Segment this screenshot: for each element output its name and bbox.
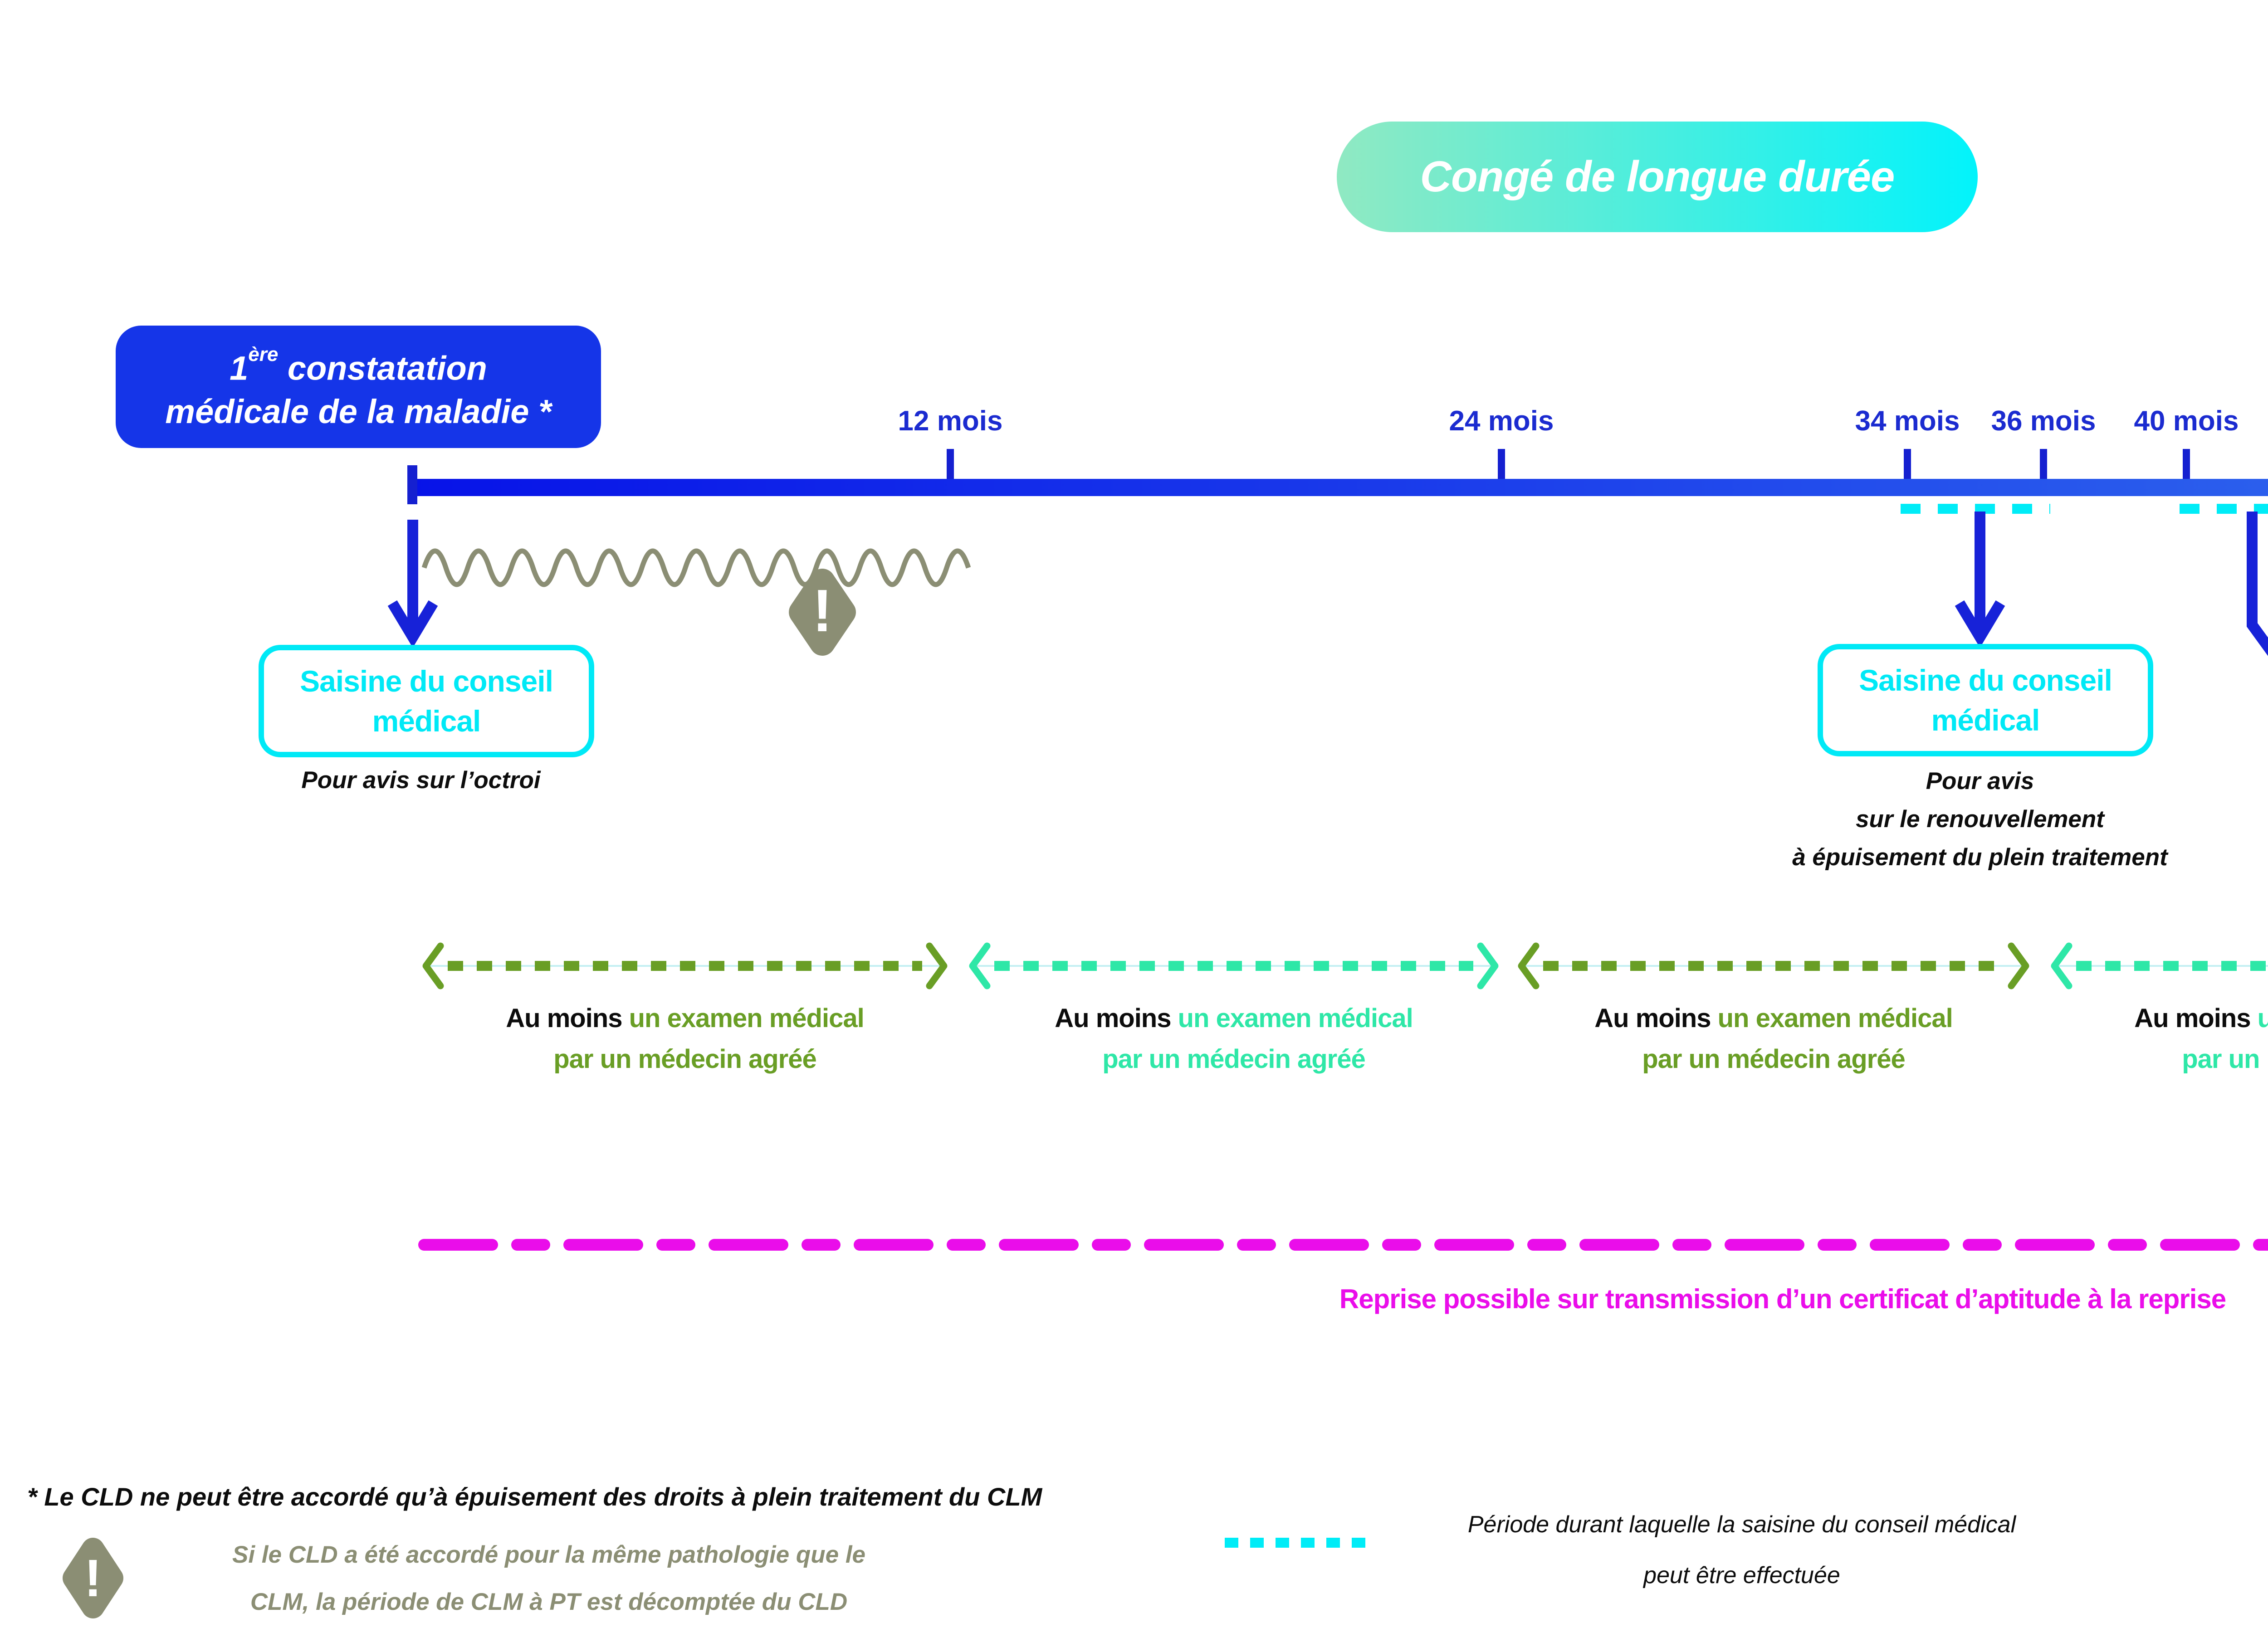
exam-text-2-line1: Au moins un examen médical	[1055, 1004, 1413, 1033]
subtitle-octroi: Pour avis sur l’octroi	[301, 767, 541, 794]
title-banner: Congé de longue durée	[1337, 122, 1978, 232]
first-constatation-box: 1ère constatation médicale de la maladie…	[116, 326, 601, 448]
subtitle-renouv-pt-1: Pour avis	[1926, 768, 2034, 794]
month-label-12: 12 mois	[898, 405, 1003, 437]
exam-arrow-4	[2051, 942, 2268, 989]
exam-text-1-line2: par un médecin agréé	[553, 1044, 817, 1074]
first-constatation-line1: 1ère constatation	[230, 343, 487, 387]
reprise-caption: Reprise possible sur transmission d’un c…	[1339, 1284, 2226, 1314]
exam-arrow-3	[1518, 942, 2029, 989]
subtitle-renouv-pt-2: sur le renouvellement	[1856, 806, 2104, 833]
subtitle-renouv-pt-3: à épuisement du plein traitement	[1792, 844, 2168, 871]
saisine-box-renouvellement-pt: Saisine du conseil médical	[1818, 644, 2153, 756]
warning-line1: Si le CLD a été accordé pour la même pat…	[232, 1541, 866, 1568]
exam-text-4-line2: par un médecin agréé	[2182, 1044, 2268, 1074]
exam-text-2-line2: par un médecin agréé	[1102, 1044, 1366, 1074]
exam-text-1-line1: Au moins un examen médical	[506, 1004, 864, 1033]
saisine-box-octroi: Saisine du conseil médical	[259, 645, 594, 757]
warning-badge-shape-top	[789, 569, 856, 656]
month-label-34: 34 mois	[1855, 405, 1960, 437]
exam-arrow-2	[969, 942, 1499, 989]
exam-arrow-1	[422, 942, 948, 989]
warning-line2: CLM, la période de CLM à PT est décompté…	[250, 1589, 848, 1615]
timeline-month-ticks	[947, 449, 2190, 479]
legend-line1: Période durant laquelle la saisine du co…	[1467, 1511, 2016, 1538]
arrow-renouvellement-36	[1955, 512, 2005, 648]
exclamation-icon: !	[84, 1549, 102, 1608]
page-title: Congé de longue durée	[1420, 152, 1895, 201]
month-label-36: 36 mois	[1991, 405, 2096, 437]
exam-text-4-line1: Au moins un examen médical	[2134, 1004, 2268, 1033]
month-label-40: 40 mois	[2134, 405, 2239, 437]
warning-badge-shape-bottom	[63, 1538, 123, 1618]
timeline-start-tick	[407, 465, 417, 504]
timeline-bar	[413, 479, 2268, 496]
exam-text-3-line2: par un médecin agréé	[1642, 1044, 1906, 1074]
first-constatation-line2: médicale de la maladie *	[165, 393, 552, 431]
arrow-bent-42	[2247, 512, 2268, 656]
exclamation-icon: !	[812, 577, 832, 644]
footnote-star: * Le CLD ne peut être accordé qu’à épuis…	[27, 1482, 1042, 1511]
month-label-24: 24 mois	[1449, 405, 1554, 437]
clm-wavy-line	[421, 548, 971, 587]
legend-line2: peut être effectuée	[1643, 1562, 1840, 1589]
arrow-octroi	[387, 520, 438, 648]
exam-text-3-line1: Au moins un examen médical	[1594, 1004, 1953, 1033]
saisine-arrows	[387, 512, 2268, 656]
